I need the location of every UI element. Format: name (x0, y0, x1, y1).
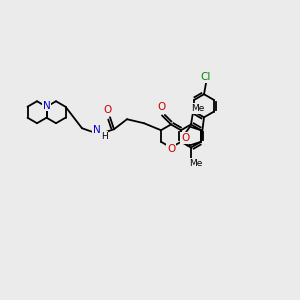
Text: O: O (181, 133, 189, 143)
Text: O: O (104, 105, 112, 115)
Text: N: N (43, 101, 50, 111)
Text: O: O (167, 143, 175, 154)
Text: Me: Me (191, 104, 205, 113)
Text: H: H (100, 132, 107, 141)
Text: Cl: Cl (201, 72, 211, 82)
Text: O: O (157, 103, 165, 112)
Text: Me: Me (189, 159, 203, 168)
Text: N: N (93, 125, 101, 135)
